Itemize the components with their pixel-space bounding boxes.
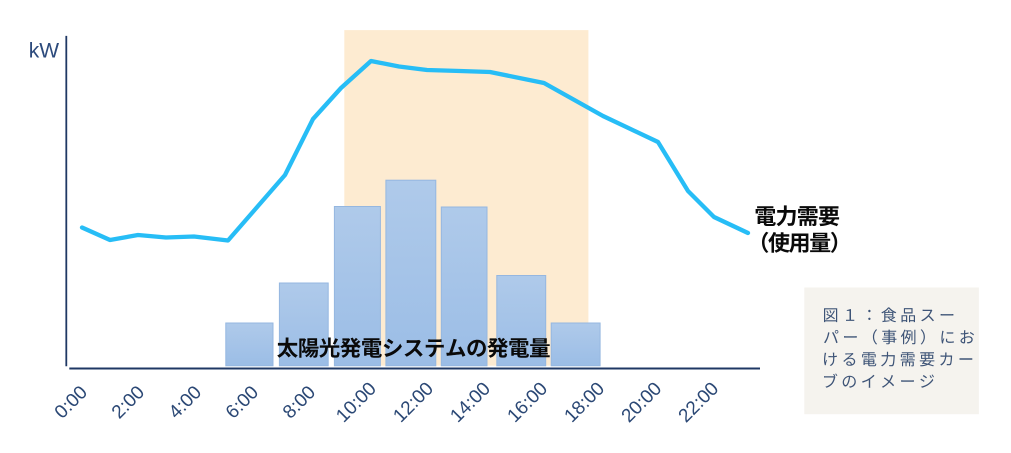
svg-text:20:00: 20:00 — [618, 378, 666, 426]
svg-text:18:00: 18:00 — [561, 378, 609, 426]
svg-text:6:00: 6:00 — [222, 382, 263, 423]
svg-text:4:00: 4:00 — [165, 382, 206, 423]
svg-text:14:00: 14:00 — [446, 378, 494, 426]
svg-text:12:00: 12:00 — [389, 378, 437, 426]
svg-text:16:00: 16:00 — [504, 378, 552, 426]
svg-text:10:00: 10:00 — [332, 378, 380, 426]
svg-text:8:00: 8:00 — [279, 382, 320, 423]
svg-text:0:00: 0:00 — [51, 382, 92, 423]
svg-text:kW: kW — [29, 39, 60, 62]
svg-text:22:00: 22:00 — [675, 378, 723, 426]
svg-text:2:00: 2:00 — [108, 382, 149, 423]
